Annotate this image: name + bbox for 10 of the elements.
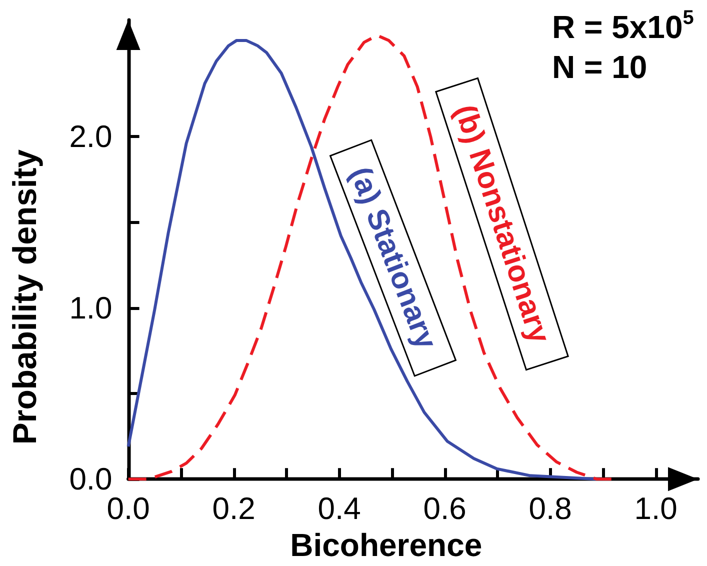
x-tick-label: 0.6 [423, 491, 466, 526]
y-tick-label: 2.0 [69, 118, 112, 154]
y-axis-title: Probability density [6, 148, 43, 445]
x-tick-label: 0.2 [212, 491, 256, 526]
x-tick-label: 1.0 [634, 491, 678, 526]
x-axis-title: Bicoherence [290, 527, 482, 563]
y-tick-label: 1.0 [69, 290, 112, 326]
x-tick-label: 0.8 [528, 491, 572, 526]
annotation: N = 10 [552, 49, 648, 85]
x-tick-label: 0.4 [318, 491, 361, 526]
